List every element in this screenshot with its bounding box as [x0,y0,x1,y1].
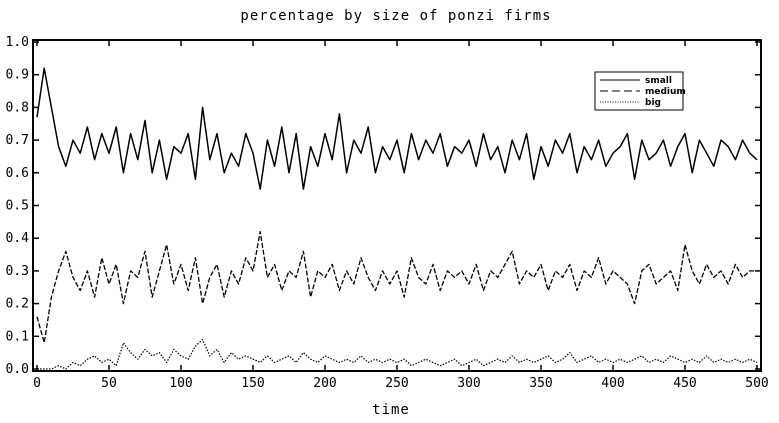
series-line-small [36,67,758,190]
legend-label-medium: medium [645,87,686,97]
y-tick-label: 0.5 [6,199,29,214]
y-tick-label: 0.8 [6,100,29,115]
x-tick-label: 200 [313,376,336,391]
x-tick-label: 450 [673,376,696,391]
x-tick-label: 500 [745,376,768,391]
legend-label-big: big [645,98,661,108]
x-tick-label: 100 [169,376,192,391]
y-tick-label: 0.0 [6,362,29,377]
x-tick-label: 0 [33,376,41,391]
series-layer [36,67,758,370]
x-axis-label: time [372,402,410,418]
x-tick-label: 300 [457,376,480,391]
x-tick-label: 150 [241,376,264,391]
x-tick-label: 350 [529,376,552,391]
series-line-medium [36,231,757,344]
y-tick-label: 0.9 [6,68,29,83]
x-axis: 0 50 100 150 200 250 300 350 400 450 500 [33,40,769,391]
legend-label-small: small [645,76,672,86]
y-tick-label: 0.3 [6,264,29,279]
x-tick-label: 400 [601,376,624,391]
y-tick-label: 0.2 [6,297,29,312]
y-tick-label: 0.6 [6,166,29,181]
y-tick-label: 0.4 [6,231,30,246]
y-tick-label: 1.0 [6,35,29,50]
y-axis: 0.0 0.1 0.2 0.3 0.4 0.5 0.6 0.7 0.8 0.9 1.0 [6,35,761,377]
x-tick-label: 50 [101,376,117,391]
y-tick-label: 0.7 [6,133,29,148]
chart-title: percentage by size of ponzi firms [240,8,551,24]
x-tick-label: 250 [385,376,408,391]
series-line-big [37,339,758,370]
y-tick-label: 0.1 [6,329,29,344]
